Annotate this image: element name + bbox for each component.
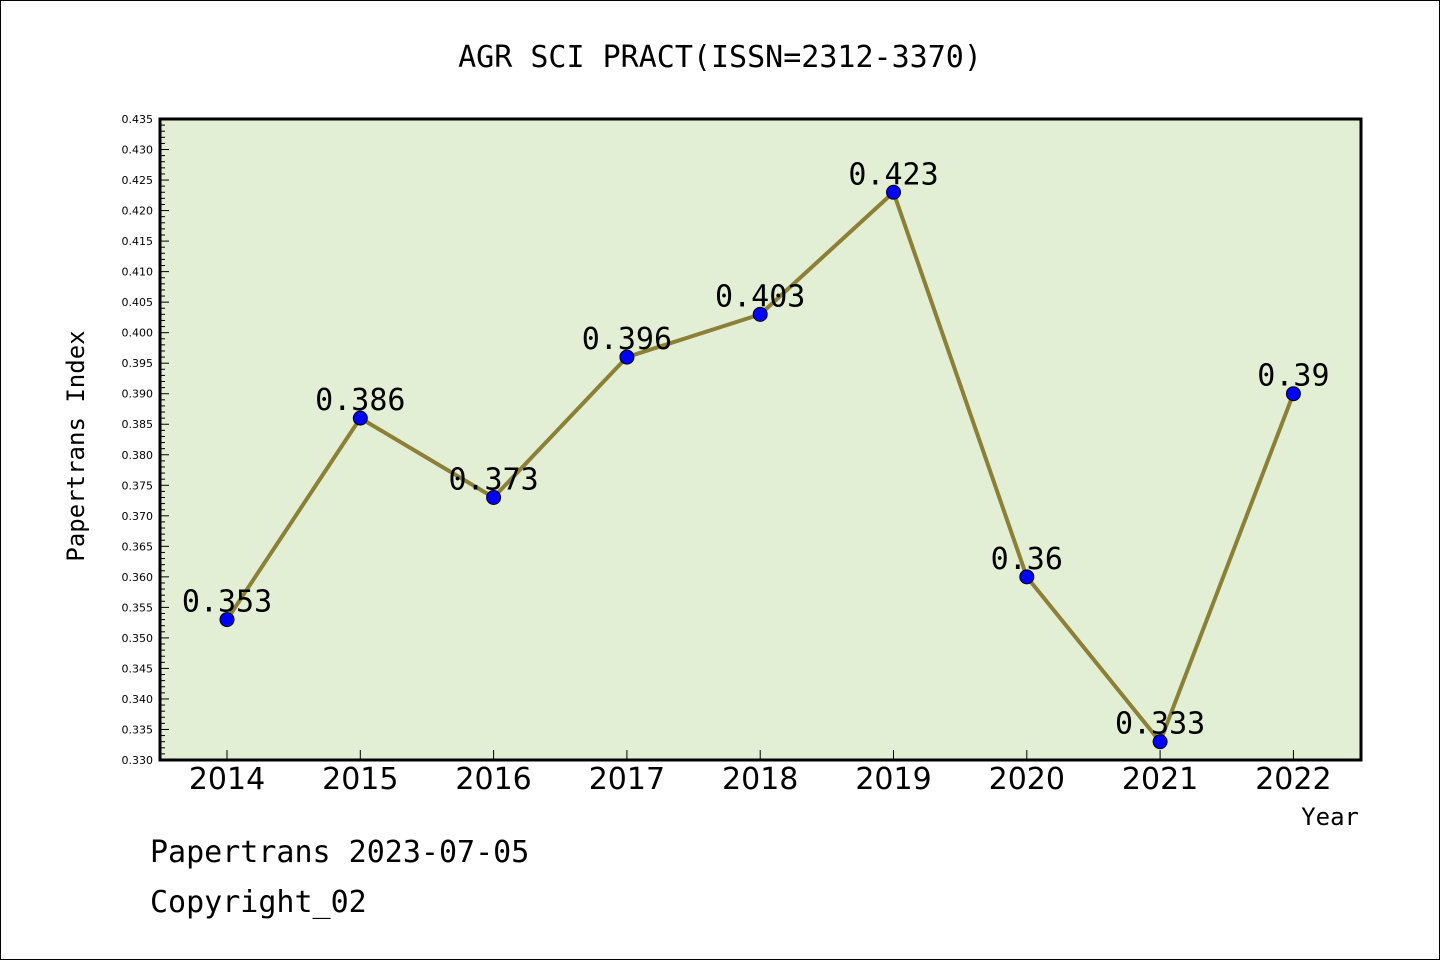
y-tick-label: 0.420 <box>122 205 154 218</box>
plot-area <box>160 119 1361 760</box>
x-tick-label: 2014 <box>189 762 265 797</box>
y-tick-label: 0.370 <box>122 510 154 523</box>
data-point <box>886 184 901 200</box>
data-label: 0.423 <box>848 157 938 192</box>
data-point <box>352 410 368 426</box>
y-tick-label: 0.340 <box>122 693 154 706</box>
data-label: 0.36 <box>991 542 1063 577</box>
x-tick-label: 2019 <box>855 762 931 797</box>
y-tick-label: 0.385 <box>122 418 154 431</box>
x-tick-label: 2016 <box>455 762 531 797</box>
y-tick-label: 0.345 <box>122 662 154 675</box>
footer-date-text: Papertrans 2023-07-05 <box>150 835 530 870</box>
data-point <box>1152 734 1168 750</box>
x-tick-label: 2022 <box>1255 762 1331 797</box>
data-point <box>1019 569 1035 585</box>
y-tick-label: 0.400 <box>122 327 154 340</box>
x-tick-label: 2020 <box>989 762 1065 797</box>
y-tick-label: 0.360 <box>122 571 154 584</box>
x-tick-label: 2017 <box>589 762 665 797</box>
series-line-group: 0.353 0.386 0.373 0.396 0.403 0.423 0.36 0.333 0… <box>182 157 1330 750</box>
y-tick-label: 0.425 <box>122 174 154 187</box>
data-label: 0.386 <box>315 383 405 418</box>
y-tick-label: 0.365 <box>122 540 154 553</box>
data-point <box>752 306 768 322</box>
footer-copyright-text: Copyright_02 <box>150 885 367 920</box>
y-axis-label: Papertrans Index <box>62 330 90 561</box>
x-tick-label: 2021 <box>1122 762 1198 797</box>
y-tick-label: 0.435 <box>122 113 154 126</box>
data-point <box>219 612 235 628</box>
plot-border <box>158 117 1363 762</box>
y-tick-label: 0.405 <box>122 296 154 309</box>
y-tick-label: 0.415 <box>122 235 154 248</box>
y-tick-label: 0.410 <box>122 266 154 279</box>
data-label: 0.396 <box>582 322 672 357</box>
data-label: 0.353 <box>182 585 272 620</box>
y-tick-label: 0.355 <box>122 601 154 614</box>
data-label: 0.403 <box>715 279 805 314</box>
y-tick-label: 0.390 <box>122 388 154 401</box>
y-tick-label: 0.375 <box>122 479 154 492</box>
y-tick-label: 0.335 <box>122 723 154 736</box>
y-tick-label: 0.380 <box>122 449 154 462</box>
data-label: 0.39 <box>1257 359 1329 394</box>
data-label: 0.373 <box>448 462 538 497</box>
data-point <box>1285 386 1301 402</box>
data-point <box>619 349 635 365</box>
y-tick-label: 0.430 <box>122 144 154 157</box>
y-tick-label: 0.330 <box>122 754 154 767</box>
data-label: 0.333 <box>1115 707 1205 742</box>
chart-title: AGR SCI PRACT(ISSN=2312-3370) <box>458 40 982 75</box>
x-tick-label: 2018 <box>722 762 798 797</box>
x-axis-label: Year <box>1301 803 1359 831</box>
x-axis-ticks: 2014 2015 2016 2017 2018 2019 2020 2021 2022 <box>189 750 1332 797</box>
x-tick-label: 2015 <box>322 762 398 797</box>
y-tick-label: 0.395 <box>122 357 154 370</box>
y-tick-label: 0.350 <box>122 632 154 645</box>
data-point <box>486 489 502 505</box>
